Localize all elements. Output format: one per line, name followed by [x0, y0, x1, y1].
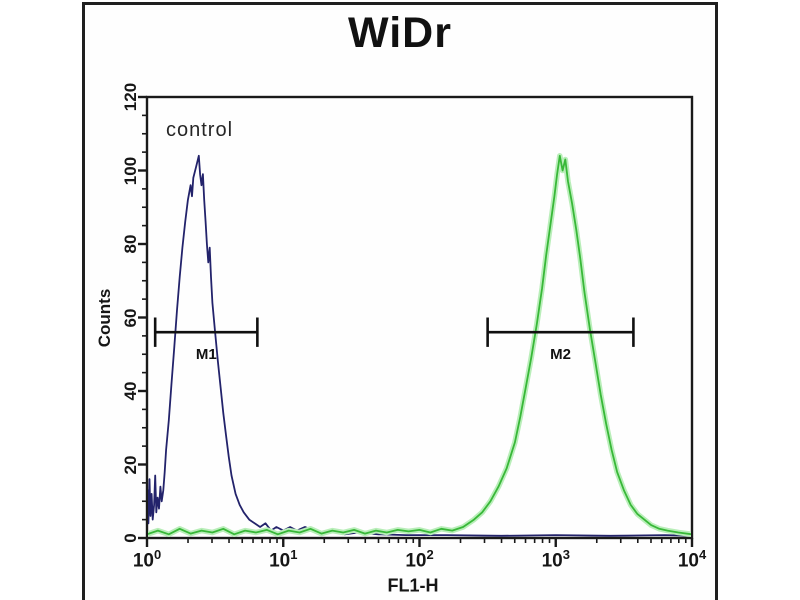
chart-title: WiDr: [348, 9, 452, 57]
x-axis-title: FL1-H: [387, 575, 439, 596]
x-tick-label: 101: [269, 547, 298, 572]
gate-label-M2: M2: [550, 346, 571, 363]
series-glow-sample: [148, 153, 691, 537]
y-tick-label: 80: [121, 234, 140, 254]
x-tick-label: 100: [132, 547, 162, 572]
y-tick-label: 60: [121, 308, 140, 327]
y-tick-label: 120: [121, 82, 140, 112]
y-tick-label: 40: [121, 381, 140, 401]
x-tick-label: 102: [405, 547, 434, 572]
y-tick-label: 100: [121, 156, 140, 185]
photo-frame: WiDr: [82, 2, 718, 600]
series-sample: [148, 154, 691, 536]
x-tick-label: 103: [541, 547, 570, 572]
gate-label-M1: M1: [196, 346, 217, 363]
series-control: [148, 154, 691, 537]
x-tick-label: 104: [677, 547, 707, 572]
y-axis-title: Counts: [95, 288, 114, 348]
control-annotation: control: [166, 119, 234, 141]
plot-border: [145, 95, 694, 540]
x-axis-tick-labels: 100 101 102 103 104: [0, 547, 800, 579]
y-tick-label: 0: [121, 533, 140, 543]
y-tick-label: 20: [121, 455, 140, 474]
y-axis-tick-labels: 0 20 40 60 80 100 120: [0, 0, 160, 600]
